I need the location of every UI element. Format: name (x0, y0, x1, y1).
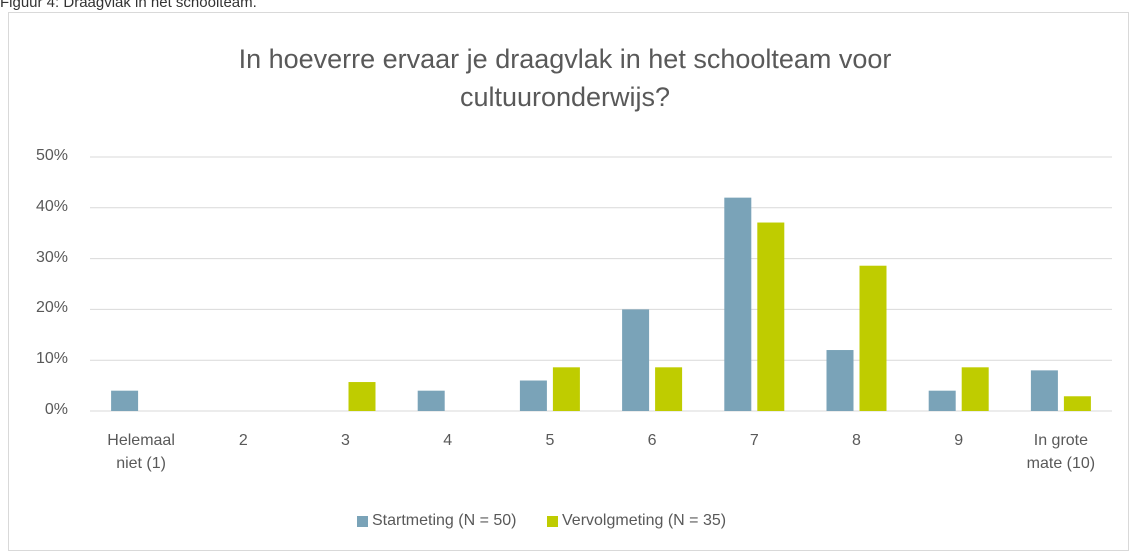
x-tick-label: 9 (954, 432, 964, 449)
bar (724, 197, 752, 411)
legend-swatch (357, 516, 368, 527)
bar (928, 390, 956, 411)
x-tick-label: 2 (238, 432, 248, 449)
bar (519, 380, 547, 411)
x-tick-label: 4 (443, 432, 453, 449)
y-tick-label: 20% (35, 299, 68, 317)
x-tick-label: 3 (341, 432, 350, 449)
legend-swatch (547, 516, 558, 527)
y-tick-label: 50% (35, 147, 68, 164)
legend-label: Startmeting (N = 50) (372, 512, 517, 529)
bar (1063, 396, 1091, 411)
x-tick-label: 5 (545, 432, 555, 449)
y-tick-label: 10% (35, 350, 68, 368)
bar (622, 309, 650, 411)
x-tick-label: 8 (852, 432, 861, 449)
x-tick-label: 6 (647, 432, 657, 449)
legend-label: Vervolgmeting (N = 35) (562, 512, 727, 529)
caption: Figuur 4: Draagvlak in het schoolteam. (0, 0, 257, 11)
bar (1030, 370, 1058, 411)
bar (757, 222, 785, 411)
y-tick-label: 0% (44, 401, 68, 418)
bar (552, 367, 580, 411)
x-tick-label: In grote mate (10) (1026, 432, 1096, 472)
bar (348, 382, 376, 411)
bar (961, 367, 989, 411)
bar (417, 390, 445, 411)
bar (859, 265, 887, 411)
bar (111, 390, 139, 411)
y-tick-label: 30% (35, 248, 68, 266)
bar (826, 350, 854, 411)
x-tick-label: Helemaal niet (1) (107, 432, 175, 472)
chart-frame (8, 12, 1129, 551)
bar (655, 367, 683, 411)
x-tick-label: 7 (749, 432, 759, 449)
chart-title: In hoeverre ervaar je draagvlak in het s… (238, 44, 892, 112)
y-tick-label: 40% (35, 197, 68, 215)
